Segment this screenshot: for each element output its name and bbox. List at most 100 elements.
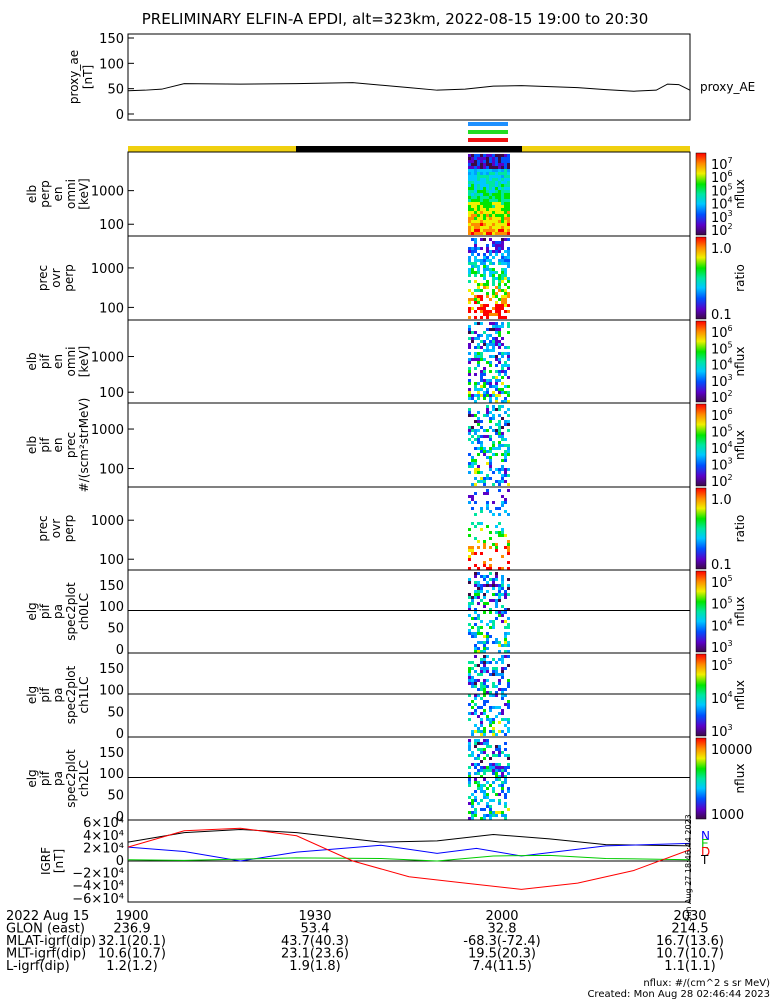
spec-pixel [468, 766, 471, 769]
colorbar-tick: 104 [711, 357, 733, 374]
spec-pixel [471, 685, 474, 688]
spec-pixel [489, 193, 492, 196]
footer-row-label: L-igrf(dip) [6, 959, 70, 974]
spec-pixel [501, 465, 504, 468]
spec-pixel [474, 459, 477, 462]
spec-pixel [468, 352, 471, 355]
ylabel-line: spec2plot [64, 749, 78, 808]
spec-pixel [504, 295, 507, 298]
spec-pixel [483, 253, 486, 256]
spec-pixel [483, 196, 486, 199]
footer-value: 1930 [298, 909, 331, 924]
spec-pixel [471, 814, 474, 817]
spec-pixel [498, 745, 501, 748]
science-zone-marker [468, 138, 508, 142]
proxy-ae-ytick: 150 [99, 32, 124, 47]
spec-pixel [495, 549, 498, 552]
spec-pixel [489, 661, 492, 664]
spec-pixel [468, 608, 471, 611]
colorbar-exponent: 4 [728, 196, 733, 205]
spec-pixel [474, 617, 477, 620]
spec-pixel [498, 352, 501, 355]
colorbar-tick: 105 [711, 424, 733, 441]
spec-pixel [483, 596, 486, 599]
spec-pixel [486, 793, 489, 796]
spec-pixel [468, 328, 471, 331]
spec-pixel [489, 322, 492, 325]
proxy-ae-ylabel: proxy_ae [67, 50, 81, 104]
spec-pixel [507, 178, 510, 181]
spec-pixel [471, 238, 474, 241]
spec-pixel [468, 379, 471, 382]
spec-pixel [501, 277, 504, 280]
spec-pixel [480, 205, 483, 208]
spec-pixel [504, 301, 507, 304]
spec-pixel [501, 787, 504, 790]
spec-pixel [468, 298, 471, 301]
spec-pixel [486, 405, 489, 408]
spec-pixel [504, 805, 507, 808]
spec-pixel [477, 217, 480, 220]
spec-pixel [474, 447, 477, 450]
spec-pixel [498, 289, 501, 292]
spec-pixel [480, 480, 483, 483]
colorbar-exponent: 2 [728, 473, 733, 482]
spec-pixel [498, 611, 501, 614]
spec-pixel [501, 501, 504, 504]
spec-pixel [504, 256, 507, 259]
spec-pixel [492, 581, 495, 584]
spec-pixel [504, 166, 507, 169]
spec-pixel [468, 190, 471, 193]
spec-pixel [495, 429, 498, 432]
spec-pixel [489, 546, 492, 549]
spec-pixel [501, 160, 504, 163]
colorbar-tick: 10000 [711, 743, 752, 758]
spec-pixel [504, 304, 507, 307]
spec-pixel [495, 277, 498, 280]
spec-pixel [480, 262, 483, 265]
footer-value: 7.4(11.5) [472, 959, 532, 974]
spec-pixel [468, 256, 471, 259]
spec-pixel [480, 238, 483, 241]
colorbar-exponent: 5 [728, 657, 733, 666]
spec-pixel [471, 175, 474, 178]
spec-pixel [468, 796, 471, 799]
spec-pixel [495, 157, 498, 160]
spec-pixel [507, 626, 510, 629]
spec-pixel [489, 450, 492, 453]
footer-value: 214.5 [671, 922, 708, 937]
spec-pixel [474, 766, 477, 769]
spec-pixel [483, 540, 486, 543]
colorbar-tick: 106 [711, 169, 733, 186]
spec-pixel [495, 638, 498, 641]
spec-pixel [507, 772, 510, 775]
spec-pixel [504, 220, 507, 223]
spec-pixel [471, 700, 474, 703]
spec-pixel [507, 385, 510, 388]
spec-pixel [483, 658, 486, 661]
spec-pixel [507, 552, 510, 555]
spec-pixel [480, 208, 483, 211]
spec-pixel [486, 501, 489, 504]
spec-pixel [471, 157, 474, 160]
spec-pixel [483, 635, 486, 638]
spec-pixel [480, 154, 483, 157]
spec-pixel [477, 199, 480, 202]
spec-pixel [468, 784, 471, 787]
spec-pixel [498, 262, 501, 265]
spec-pixel [507, 468, 510, 471]
spec-pixel [498, 513, 501, 516]
spec-pixel [495, 217, 498, 220]
spec-pixel [492, 620, 495, 623]
spec-pixel [483, 193, 486, 196]
spec-pixel [468, 811, 471, 814]
spec-pixel [474, 193, 477, 196]
spec-pixel [498, 644, 501, 647]
spec-pixel [489, 510, 492, 513]
spec-pixel [471, 163, 474, 166]
spec-pixel [483, 181, 486, 184]
spec-pixel [495, 667, 498, 670]
spec-pixel [498, 193, 501, 196]
spec-pixel [489, 724, 492, 727]
